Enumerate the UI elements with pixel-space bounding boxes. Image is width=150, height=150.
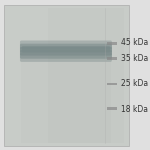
FancyBboxPatch shape: [106, 42, 117, 45]
FancyBboxPatch shape: [106, 83, 117, 85]
FancyBboxPatch shape: [20, 53, 112, 62]
Bar: [48, 8, 124, 142]
FancyBboxPatch shape: [106, 57, 117, 60]
FancyBboxPatch shape: [22, 46, 110, 52]
FancyBboxPatch shape: [106, 107, 117, 110]
Text: 25 kDa: 25 kDa: [121, 80, 148, 88]
Text: 18 kDa: 18 kDa: [121, 105, 148, 114]
FancyBboxPatch shape: [20, 47, 112, 56]
FancyBboxPatch shape: [20, 50, 112, 59]
FancyBboxPatch shape: [4, 4, 129, 146]
FancyBboxPatch shape: [20, 40, 112, 49]
Text: 35 kDa: 35 kDa: [121, 54, 148, 63]
Text: 45 kDa: 45 kDa: [121, 38, 148, 47]
FancyBboxPatch shape: [20, 44, 112, 52]
Bar: [21, 45, 111, 142]
